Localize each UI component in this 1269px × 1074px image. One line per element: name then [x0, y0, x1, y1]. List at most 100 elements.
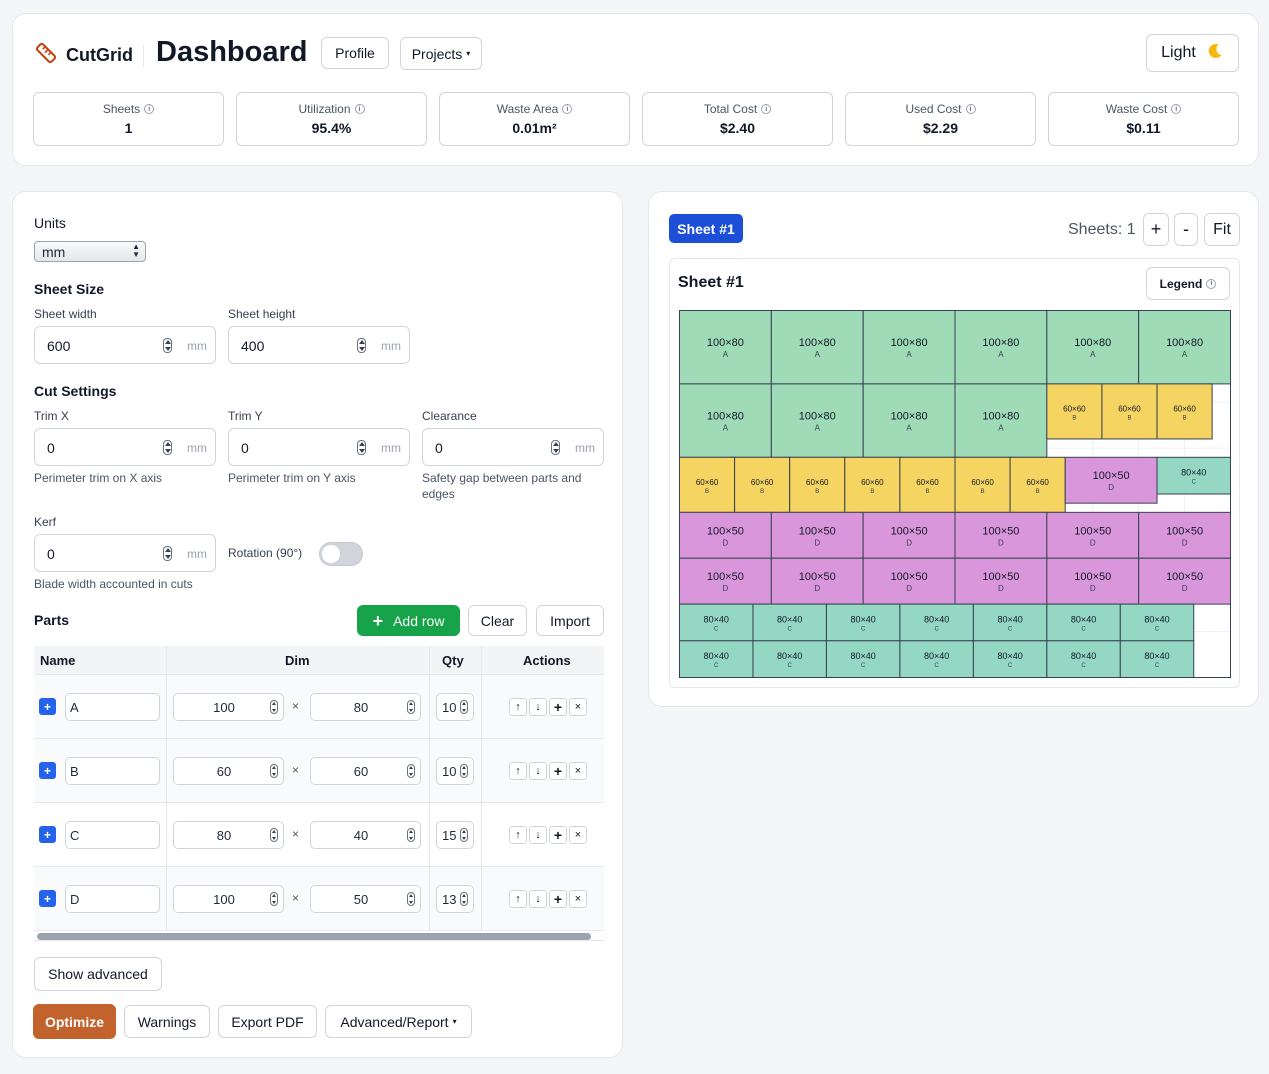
placed-part-d[interactable]: 100×50D [770, 511, 864, 559]
placed-part-b[interactable]: 60×60 B [1101, 383, 1158, 440]
spinner-icon[interactable] [407, 700, 415, 714]
part-width-input[interactable]: 80 [173, 821, 284, 849]
placed-part-a[interactable]: 100×80A [1138, 310, 1231, 385]
trim-y-input[interactable]: 0 mm [228, 428, 410, 466]
spinner-icon[interactable] [270, 764, 278, 778]
scrollbar-thumb[interactable] [37, 933, 591, 940]
move-down-icon[interactable]: ↓ [529, 698, 547, 716]
part-name-input[interactable]: B [65, 757, 160, 785]
advanced-report-dropdown[interactable]: Advanced/Report ▾ [325, 1005, 472, 1038]
placed-part-b[interactable]: 60×60 B [1046, 383, 1103, 440]
clearance-input[interactable]: 0 mm [422, 428, 604, 466]
spinner-icon[interactable] [460, 828, 468, 842]
placed-part-d[interactable]: 100×50D [770, 557, 864, 605]
move-up-icon[interactable]: ↑ [509, 890, 527, 908]
import-button[interactable]: Import [536, 605, 604, 636]
spinner-icon[interactable] [270, 828, 278, 842]
delete-icon[interactable]: × [569, 826, 587, 844]
expand-row-button[interactable]: + [39, 826, 56, 843]
placed-part-c[interactable]: 80×40 C [1119, 640, 1195, 678]
placed-part-c[interactable]: 80×40 C [679, 603, 754, 642]
placed-part-a[interactable]: 100×80A [679, 310, 772, 385]
spinner-icon[interactable] [407, 892, 415, 906]
part-width-input[interactable]: 100 [173, 885, 284, 913]
delete-icon[interactable]: × [569, 698, 587, 716]
expand-row-button[interactable]: + [39, 698, 56, 715]
part-height-input[interactable]: 80 [310, 693, 421, 721]
spinner-icon[interactable] [163, 338, 172, 353]
info-icon[interactable]: i [144, 104, 155, 114]
placed-part-c[interactable]: 80×40 C [825, 603, 901, 642]
spinner-icon[interactable] [163, 440, 172, 455]
units-select[interactable]: mm ▲ ▼ [34, 241, 146, 262]
placed-part-a[interactable]: 100×80A [770, 310, 864, 385]
trim-x-input[interactable]: 0 mm [34, 428, 216, 466]
sheet-canvas[interactable]: 100×80A100×80A100×80A100×80A100×80A100×8… [679, 310, 1231, 678]
expand-row-button[interactable]: + [39, 762, 56, 779]
part-qty-input[interactable]: 13 [436, 885, 474, 913]
spinner-icon[interactable] [460, 700, 468, 714]
part-width-input[interactable]: 100 [173, 693, 284, 721]
delete-icon[interactable]: × [569, 890, 587, 908]
placed-part-d[interactable]: 100×50D [1046, 511, 1140, 559]
placed-part-a[interactable]: 100×80A [954, 310, 1048, 385]
duplicate-icon[interactable]: + [549, 698, 567, 716]
placed-part-d[interactable]: 100×50D [1064, 456, 1158, 504]
part-qty-input[interactable]: 15 [436, 821, 474, 849]
placed-part-b[interactable]: 60×60 B [734, 456, 791, 513]
placed-part-d[interactable]: 100×50D [954, 557, 1048, 605]
export-pdf-button[interactable]: Export PDF [218, 1005, 317, 1038]
part-name-input[interactable]: C [65, 821, 160, 849]
info-icon[interactable]: i [965, 104, 976, 114]
brand[interactable]: CutGrid [34, 41, 133, 70]
move-down-icon[interactable]: ↓ [529, 762, 547, 780]
placed-part-a[interactable]: 100×80A [770, 383, 864, 458]
placed-part-d[interactable]: 100×50D [679, 511, 772, 559]
placed-part-d[interactable]: 100×50D [862, 511, 956, 559]
placed-part-b[interactable]: 60×60 B [844, 456, 901, 513]
placed-part-c[interactable]: 80×40 C [752, 640, 827, 678]
placed-part-a[interactable]: 100×80A [954, 383, 1048, 458]
fit-button[interactable]: Fit [1204, 213, 1240, 246]
part-width-input[interactable]: 60 [173, 757, 284, 785]
spinner-icon[interactable] [407, 764, 415, 778]
part-height-input[interactable]: 60 [310, 757, 421, 785]
spinner-icon[interactable] [460, 764, 468, 778]
clear-button[interactable]: Clear [468, 605, 527, 636]
part-qty-input[interactable]: 10 [436, 757, 474, 785]
placed-part-c[interactable]: 80×40 C [1046, 603, 1121, 642]
sheet-height-input[interactable]: 400 mm [228, 326, 410, 364]
placed-part-c[interactable]: 80×40 C [899, 603, 974, 642]
placed-part-d[interactable]: 100×50D [679, 557, 772, 605]
add-row-button[interactable]: + Add row [357, 605, 460, 636]
placed-part-b[interactable]: 60×60 B [679, 456, 736, 513]
show-advanced-button[interactable]: Show advanced [34, 957, 162, 991]
placed-part-d[interactable]: 100×50D [1046, 557, 1140, 605]
placed-part-d[interactable]: 100×50D [954, 511, 1048, 559]
projects-dropdown[interactable]: Projects ▾ [400, 37, 482, 70]
placed-part-b[interactable]: 60×60 B [899, 456, 956, 513]
placed-part-b[interactable]: 60×60 B [1009, 456, 1066, 513]
expand-row-button[interactable]: + [39, 890, 56, 907]
duplicate-icon[interactable]: + [549, 826, 567, 844]
sheet-width-input[interactable]: 600 mm [34, 326, 216, 364]
placed-part-c[interactable]: 80×40 C [899, 640, 974, 678]
placed-part-d[interactable]: 100×50D [1138, 557, 1231, 605]
move-up-icon[interactable]: ↑ [509, 826, 527, 844]
move-down-icon[interactable]: ↓ [529, 826, 547, 844]
info-icon[interactable]: i [562, 104, 573, 114]
optimize-button[interactable]: Optimize [33, 1004, 116, 1039]
part-height-input[interactable]: 40 [310, 821, 421, 849]
spinner-icon[interactable] [163, 546, 172, 561]
profile-button[interactable]: Profile [321, 37, 389, 69]
spinner-icon[interactable] [551, 440, 560, 455]
spinner-icon[interactable] [270, 892, 278, 906]
placed-part-b[interactable]: 60×60 B [789, 456, 846, 513]
move-up-icon[interactable]: ↑ [509, 698, 527, 716]
placed-part-c[interactable]: 80×40 C [825, 640, 901, 678]
placed-part-c[interactable]: 80×40 C [1119, 603, 1195, 642]
spinner-icon[interactable] [407, 828, 415, 842]
placed-part-b[interactable]: 60×60 B [954, 456, 1011, 513]
theme-toggle-button[interactable]: Light [1146, 34, 1239, 72]
part-name-input[interactable]: A [65, 693, 160, 721]
